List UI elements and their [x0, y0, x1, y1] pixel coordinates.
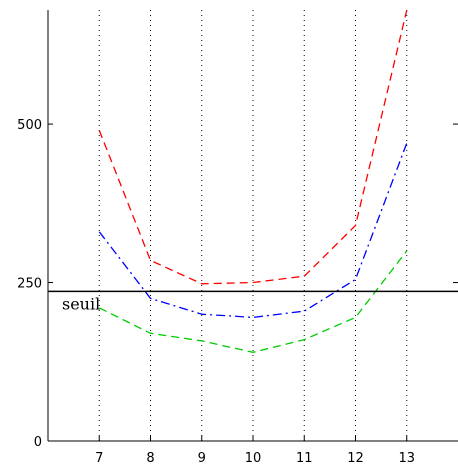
axes [47, 10, 458, 442]
x-tick-label-11: 11 [296, 451, 313, 466]
y-tick-label-250: 250 [17, 277, 42, 292]
x-tick-label-10: 10 [245, 451, 262, 466]
grid-lines [98, 10, 408, 441]
series-line-3 [99, 250, 408, 353]
series-line-1 [98, 9, 408, 285]
x-tick-label-7: 7 [95, 451, 103, 466]
y-tick-label-0: 0 [34, 435, 42, 450]
threshold-label: seuil [62, 294, 100, 313]
threshold-group: seuil [48, 290, 458, 313]
series-line-2 [98, 142, 408, 319]
x-tick-label-12: 12 [347, 451, 364, 466]
x-tick-label-13: 13 [398, 451, 415, 466]
tick-labels: 7 8 9 10 11 12 13 0 250 500 [17, 118, 415, 466]
y-tick-label-500: 500 [17, 118, 42, 133]
series-group [98, 9, 408, 353]
x-tick-label-8: 8 [146, 451, 154, 466]
x-tick-label-9: 9 [198, 451, 206, 466]
